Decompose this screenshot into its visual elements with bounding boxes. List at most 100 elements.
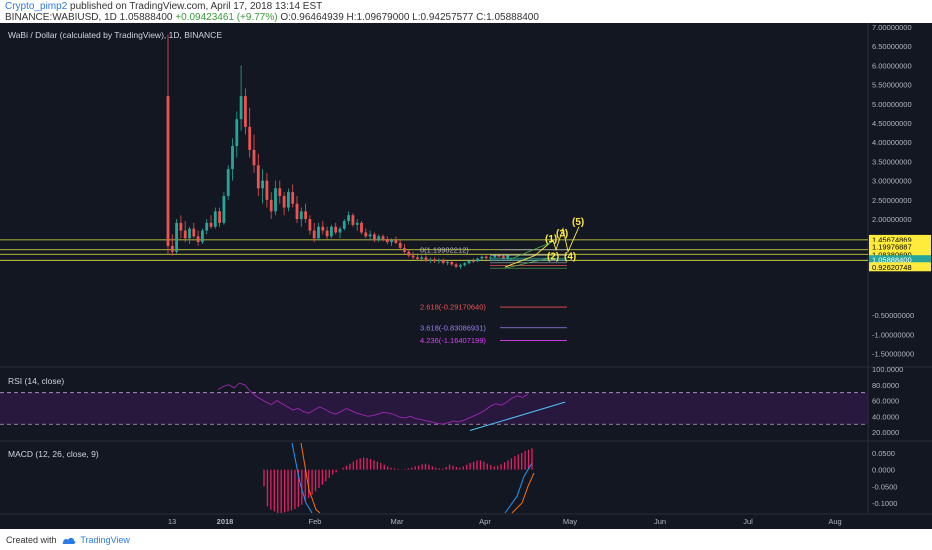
candle-body: [377, 236, 381, 241]
candle-body: [347, 215, 350, 221]
time-tick-label: Jul: [743, 517, 753, 526]
candle-body: [433, 259, 436, 262]
wave-label: (2): [547, 251, 559, 262]
candle-body: [282, 196, 286, 208]
macd-line: [504, 462, 533, 514]
candle-body: [175, 222, 178, 252]
ohlc-values: O:0.96464939 H:1.09679000 L:0.94257577 C…: [280, 12, 539, 23]
price-change: +0.09423461 (+9.77%): [175, 12, 278, 23]
candle-body: [471, 260, 475, 262]
candle-body: [493, 255, 497, 258]
wave-label: (3): [556, 228, 568, 239]
rsi-tick-label: 60.0000: [872, 397, 899, 406]
rsi-tick-label: 100.0000: [872, 365, 903, 374]
candle-body: [261, 180, 264, 189]
time-tick-label: Aug: [828, 517, 841, 526]
candle-body: [183, 230, 187, 239]
macd-title: MACD (12, 26, close, 9): [8, 449, 99, 459]
price-label: 1.05888400: [872, 256, 912, 265]
fib-level-label: 3.618(-0.83086931): [420, 323, 486, 332]
candle-body: [317, 226, 320, 239]
candle-body: [351, 215, 355, 225]
candle-body: [342, 220, 346, 229]
price-tick-label: -1.00000000: [872, 330, 914, 339]
candle-body: [222, 196, 226, 223]
candle-body: [506, 255, 510, 259]
candle-body: [239, 96, 243, 120]
candle-body: [226, 169, 230, 196]
chart-area[interactable]: 0(1.19982212) 2.618(-0.29170640) 3.618(-0.…: [0, 23, 932, 529]
tradingview-brand[interactable]: TradingView: [80, 535, 130, 545]
fib-level-label: 0(1.19982212): [420, 245, 469, 254]
wave-label: (1): [545, 234, 557, 245]
candle-body: [459, 265, 462, 267]
main-chart-title: WaBi / Dollar (calculated by TradingView…: [8, 30, 222, 40]
candle-body: [308, 219, 312, 231]
macd-pane: [263, 442, 535, 514]
candle-body: [428, 259, 432, 261]
candle-body: [265, 180, 269, 200]
footer: Created with TradingView: [0, 529, 932, 550]
signal-line: [511, 472, 535, 514]
created-with-text: Created with: [6, 535, 57, 545]
candle-body: [252, 149, 256, 166]
candle-body: [244, 96, 247, 127]
price-axis: 7.00000000 6.50000000 6.00000000 5.50000000…: [869, 23, 931, 508]
macd-tick-label: 0.0500: [872, 449, 895, 458]
candle-body: [480, 256, 484, 259]
candle-body: [390, 240, 393, 243]
price-label: 0.92620748: [872, 263, 912, 272]
candle-body: [291, 192, 295, 204]
candle-body: [403, 247, 406, 252]
candle-body: [256, 165, 260, 189]
candle-body: [188, 228, 191, 239]
candle-body: [334, 226, 338, 233]
price-tick-label: 7.00000000: [872, 23, 912, 32]
price-tick-label: 6.00000000: [872, 61, 912, 70]
time-axis: 13 2018 Feb Mar Apr May Jun Jul Aug: [0, 513, 932, 526]
gridlines: [0, 23, 932, 513]
candle-body: [360, 222, 363, 233]
candle-body: [454, 264, 458, 267]
candle-body: [424, 257, 428, 261]
tradingview-logo-icon: [62, 537, 76, 545]
chart-svg[interactable]: 0(1.19982212) 2.618(-0.29170640) 3.618(-0.…: [0, 23, 932, 529]
candle-body: [274, 188, 277, 212]
candle-body: [304, 211, 307, 220]
price-tick-label: 2.50000000: [872, 196, 912, 205]
candle-body: [476, 258, 479, 262]
price-tick-label: 3.50000000: [872, 157, 912, 166]
candle-body: [235, 119, 239, 147]
candle-body: [437, 259, 441, 262]
time-tick-label: Jun: [654, 517, 666, 526]
channel-line: [504, 257, 553, 269]
candle-body: [201, 230, 204, 243]
time-tick-label: 13: [168, 517, 176, 526]
price-label: 1.45674869: [872, 235, 912, 244]
candle-body: [381, 236, 385, 240]
candles: [166, 34, 510, 269]
candle-body: [411, 255, 415, 258]
rsi-tick-label: 40.0000: [872, 412, 899, 421]
price-label-box: [869, 241, 931, 251]
candle-body: [407, 251, 411, 256]
candle-body: [170, 245, 174, 252]
macd-tick-label: -0.1000: [872, 499, 897, 508]
time-tick-label: Mar: [391, 517, 404, 526]
macd-line: [291, 442, 313, 514]
price-label-box: [869, 255, 931, 265]
fibonacci-extension: 0(1.19982212) 2.618(-0.29170640) 3.618(-0.…: [420, 245, 567, 345]
price-tick-label: 4.50000000: [872, 119, 912, 128]
candle-body: [231, 146, 234, 170]
publish-header: Crypto_pimp2 published on TradingView.co…: [0, 0, 932, 23]
candle-body: [209, 222, 213, 227]
candle-body: [385, 239, 389, 243]
rsi-title: RSI (14, close): [8, 376, 64, 386]
fib-level-label: 4.236(-1.16407199): [420, 336, 486, 345]
author-link[interactable]: Crypto_pimp2: [5, 1, 68, 12]
time-tick-label: May: [563, 517, 577, 526]
time-tick-label: Feb: [309, 517, 322, 526]
candle-body: [325, 230, 329, 237]
candle-body: [368, 234, 372, 237]
wave-label: (4): [564, 251, 576, 262]
